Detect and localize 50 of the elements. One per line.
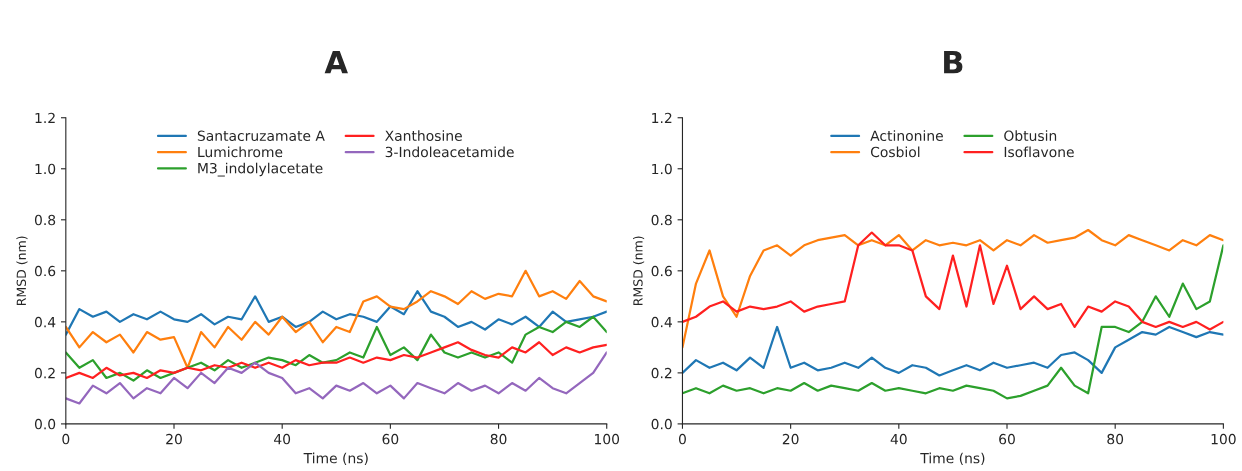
line-series: [682, 228, 1224, 349]
legend-label: 3-Indoleacetamide: [385, 146, 514, 158]
x-tick-label: 0: [62, 433, 70, 445]
legend-label: Cosbiol: [870, 146, 920, 158]
legend-label: Isoflavone: [1004, 146, 1074, 158]
y-tick-label: 0.2: [651, 367, 672, 379]
y-axis-title: RMSD (nm): [633, 236, 645, 306]
line-series: [65, 315, 607, 382]
legend-label: Actinonine: [870, 130, 943, 141]
chart-title: A: [324, 51, 348, 74]
x-tick-label: 60: [999, 433, 1015, 445]
y-axis-title: RMSD (nm): [16, 236, 28, 306]
line-series: [682, 325, 1224, 377]
x-tick-label: 20: [782, 433, 799, 445]
x-tick-label: 60: [382, 433, 399, 445]
legend-label: Lumichrome: [198, 146, 283, 158]
line-series: [65, 341, 607, 380]
legend-label: M3_indolylacetate: [198, 162, 323, 177]
line-series: [65, 290, 607, 336]
line-series: [65, 351, 607, 405]
x-tick-label: 40: [890, 433, 907, 445]
y-tick-label: 0.6: [34, 265, 56, 277]
line-series: [682, 231, 1224, 331]
y-tick-label: 0.8: [651, 214, 672, 226]
x-axis-title: Time (ns): [920, 452, 985, 465]
x-tick-label: 20: [166, 433, 182, 445]
legend-label: Santacruzamate A: [197, 130, 325, 141]
x-tick-label: 0: [678, 433, 686, 445]
line-series: [65, 269, 607, 369]
x-tick-label: 80: [1107, 433, 1124, 445]
y-tick-label: 0.0: [651, 418, 672, 430]
y-tick-label: 0.0: [34, 418, 56, 430]
x-tick-label: 80: [490, 433, 507, 445]
legend-label: Obtusin: [1004, 130, 1057, 141]
y-tick-label: 0.2: [34, 367, 55, 379]
y-tick-label: 0.8: [34, 214, 56, 226]
x-tick-label: 40: [274, 433, 291, 445]
y-tick-label: 0.4: [34, 316, 56, 328]
y-tick-label: 1.0: [35, 163, 56, 175]
y-tick-label: 1.2: [35, 112, 55, 124]
x-axis-title: Time (ns): [303, 452, 368, 465]
y-tick-label: 1.0: [652, 163, 672, 175]
x-tick-label: 100: [1211, 433, 1236, 445]
chart-title: B: [944, 51, 963, 74]
y-tick-label: 1.2: [652, 112, 672, 124]
legend-label: Xanthosine: [385, 130, 462, 141]
line-series: [682, 244, 1224, 400]
x-tick-label: 100: [595, 433, 620, 445]
y-tick-label: 0.6: [651, 265, 672, 277]
y-tick-label: 0.4: [651, 316, 672, 328]
